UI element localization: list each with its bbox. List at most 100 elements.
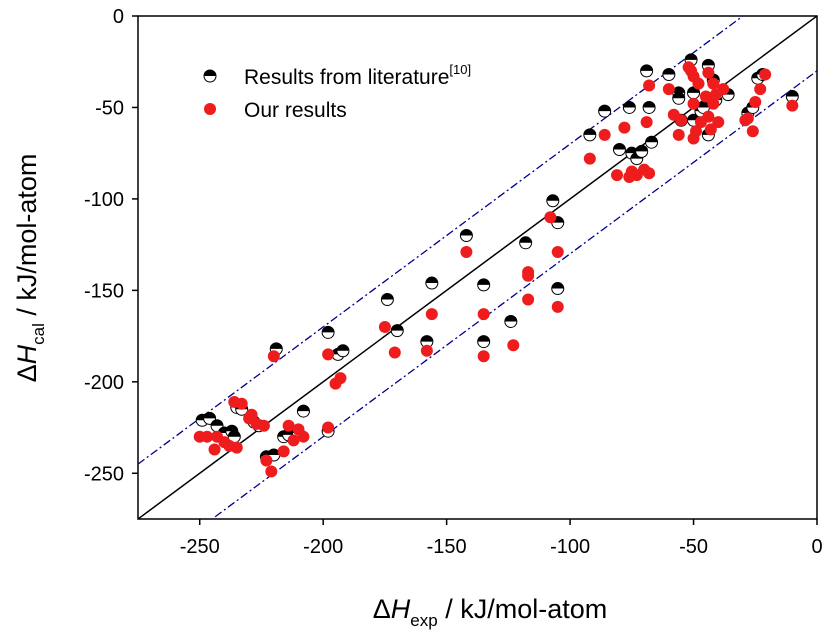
point xyxy=(522,293,535,306)
marker-half xyxy=(228,430,241,437)
reference-line xyxy=(210,70,817,519)
point xyxy=(420,344,433,357)
marker-half xyxy=(546,194,559,201)
point xyxy=(645,135,659,149)
point xyxy=(425,276,439,290)
point xyxy=(598,104,612,118)
y-label-unit: / kJ/mol-atom xyxy=(12,154,42,324)
plot-area xyxy=(138,16,817,519)
legend-label: Results from literature[10] xyxy=(244,62,471,89)
point xyxy=(425,308,438,321)
point xyxy=(378,320,391,333)
point xyxy=(642,100,656,114)
point xyxy=(583,128,597,142)
point xyxy=(201,430,214,443)
marker-half xyxy=(672,86,685,93)
marker-half xyxy=(297,405,310,412)
legend-superscript: [10] xyxy=(449,62,471,77)
legend-label: Our results xyxy=(244,99,347,122)
x-label-subscript: exp xyxy=(410,611,437,630)
point xyxy=(334,372,347,385)
x-tick-label: -200 xyxy=(303,536,343,558)
point xyxy=(692,77,705,90)
point xyxy=(551,282,565,296)
point xyxy=(267,350,280,363)
x-tick-label: -150 xyxy=(427,536,467,558)
marker-half xyxy=(420,335,433,342)
plot-frame xyxy=(137,15,818,520)
point xyxy=(598,128,611,141)
point xyxy=(662,83,675,96)
point xyxy=(287,434,300,447)
point xyxy=(257,419,270,432)
point xyxy=(704,123,717,136)
point xyxy=(296,404,310,418)
marker-half xyxy=(477,335,490,342)
point xyxy=(640,116,653,129)
legend-name: Our results xyxy=(244,99,347,122)
marker-half xyxy=(391,324,404,331)
point xyxy=(707,77,720,90)
point xyxy=(712,116,725,129)
x-label-unit: / kJ/mol-atom xyxy=(438,594,608,624)
point xyxy=(322,348,335,361)
y-tick-label: -50 xyxy=(95,97,124,119)
marker-half xyxy=(697,101,710,108)
y-label-symbol: H xyxy=(12,344,42,364)
point xyxy=(699,90,712,103)
point xyxy=(643,167,656,180)
point xyxy=(717,83,730,96)
point xyxy=(477,335,491,349)
x-tick-label: -50 xyxy=(679,536,708,558)
point xyxy=(235,397,248,410)
point xyxy=(260,454,273,467)
point xyxy=(265,465,278,478)
point xyxy=(687,97,700,110)
point xyxy=(245,408,258,421)
marker-half xyxy=(460,229,473,236)
point xyxy=(622,100,636,114)
y-tick-label: -150 xyxy=(84,280,124,302)
point xyxy=(675,114,688,127)
point xyxy=(707,97,720,110)
y-axis-label: ΔHcal / kJ/mol-atom xyxy=(12,154,48,383)
point xyxy=(230,441,243,454)
marker-half xyxy=(625,147,638,154)
marker-half xyxy=(504,315,517,322)
y-label-delta: Δ xyxy=(12,364,42,382)
y-tick-label: -100 xyxy=(84,189,124,211)
point xyxy=(227,430,241,444)
point xyxy=(672,91,686,105)
point xyxy=(702,66,715,79)
point xyxy=(611,169,624,182)
point xyxy=(420,335,434,349)
point xyxy=(741,112,754,125)
marker-half xyxy=(598,105,611,112)
y-tick-label: -200 xyxy=(84,372,124,394)
marker-half xyxy=(623,101,636,108)
point xyxy=(297,430,310,443)
point xyxy=(749,95,762,108)
point xyxy=(662,68,676,82)
point xyxy=(551,300,564,313)
reference-line xyxy=(138,16,745,465)
point xyxy=(460,245,473,258)
marker-half xyxy=(204,70,216,76)
marker-half xyxy=(685,53,698,60)
point xyxy=(583,152,596,165)
legend-marker xyxy=(203,69,217,83)
point xyxy=(612,143,626,157)
x-axis-label: ΔHexp / kJ/mol-atom xyxy=(373,594,608,630)
marker-half xyxy=(583,128,596,135)
marker-half xyxy=(322,326,335,333)
point xyxy=(672,128,685,141)
marker-half xyxy=(519,236,532,243)
marker-half xyxy=(270,342,283,349)
marker-half xyxy=(613,143,626,150)
point xyxy=(546,194,560,208)
point xyxy=(746,125,759,138)
point xyxy=(322,421,335,434)
point xyxy=(618,121,631,134)
marker-half xyxy=(381,293,394,300)
point xyxy=(477,308,490,321)
